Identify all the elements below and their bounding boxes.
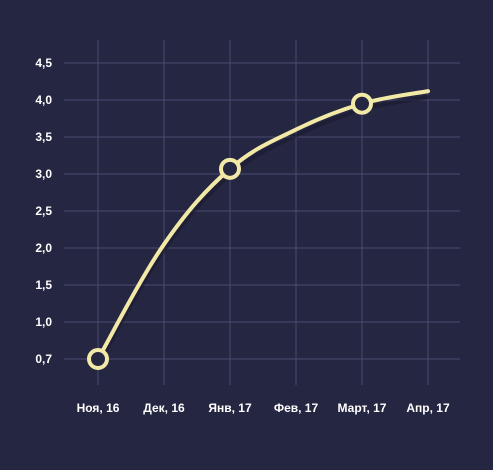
data-point-marker[interactable] — [87, 348, 109, 370]
x-tick-label: Апр, 17 — [406, 401, 450, 415]
data-point-marker[interactable] — [351, 92, 373, 115]
x-axis-ticks: Ноя, 16 Дек, 16 Янв, 17 Фев, 17 Март, 17 Апр,… — [77, 401, 450, 415]
x-tick-label: Март, 17 — [338, 401, 387, 415]
series-line — [96, 89, 430, 361]
y-tick-label: 4,5 — [35, 56, 52, 70]
y-tick-label: 4,0 — [35, 93, 52, 107]
y-tick-label: 1,0 — [35, 315, 52, 329]
chart-grid — [64, 40, 460, 385]
y-tick-label: 2,0 — [35, 241, 52, 255]
y-tick-label: 3,0 — [35, 167, 52, 181]
x-tick-label: Янв, 17 — [208, 401, 252, 415]
y-axis-ticks: 0,7 1,0 1,5 2,0 2,5 3,0 3,5 4,0 4,5 — [35, 56, 52, 366]
series-group — [87, 89, 430, 370]
y-tick-label: 0,7 — [35, 352, 52, 366]
data-point-marker[interactable] — [219, 157, 241, 180]
x-tick-label: Фев, 17 — [274, 401, 319, 415]
y-tick-label: 2,5 — [35, 204, 52, 218]
y-tick-label: 1,5 — [35, 278, 52, 292]
x-tick-label: Ноя, 16 — [77, 401, 120, 415]
y-tick-label: 3,5 — [35, 130, 52, 144]
x-tick-label: Дек, 16 — [143, 401, 185, 415]
